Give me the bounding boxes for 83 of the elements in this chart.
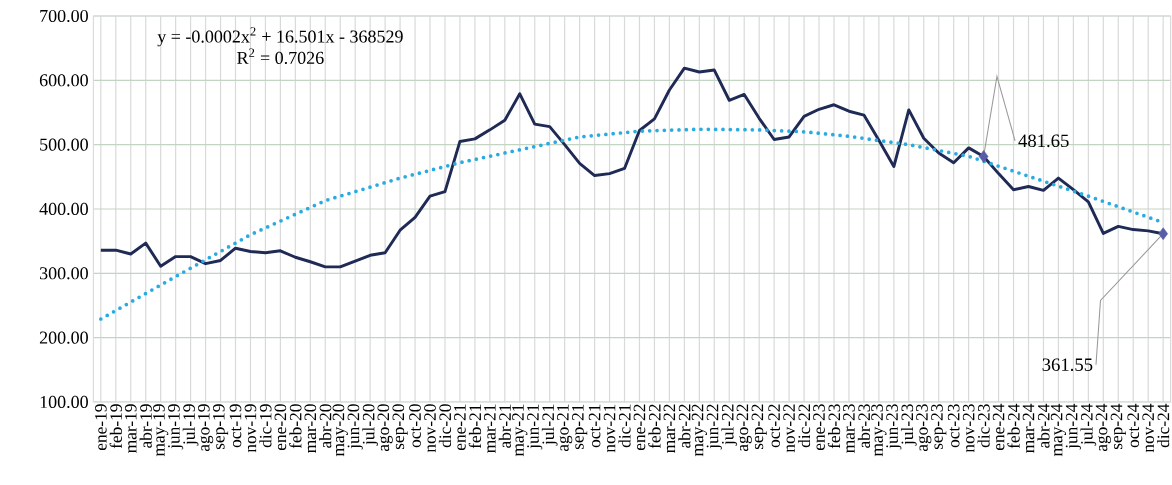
- x-tick-label: mar-20: [304, 404, 317, 453]
- x-tick-label: mar-19: [124, 404, 137, 453]
- x-tick-label: abr-24: [1037, 403, 1050, 448]
- x-tick-label: ene-20: [274, 404, 287, 451]
- x-tick-label: feb-22: [648, 404, 661, 449]
- x-tick-label: sep-20: [392, 404, 408, 450]
- x-tick-label: abr-19: [139, 404, 152, 448]
- x-tick-label: jul-21: [541, 404, 558, 446]
- x-tick-label: feb-24: [1007, 403, 1020, 449]
- x-tick-label: may-23: [871, 404, 887, 457]
- x-tick-label: dic-20: [438, 404, 452, 448]
- x-tick-label: sep-23: [931, 404, 947, 450]
- x-tick-label: ago-23: [916, 404, 932, 452]
- x-tick-label: nov-20: [424, 404, 436, 453]
- x-tick-label: dic-21: [618, 404, 631, 448]
- x-tick-label: oct-23: [947, 404, 960, 448]
- x-tick-label: abr-21: [498, 404, 511, 448]
- x-tick-label: ene-23: [813, 404, 825, 451]
- y-tick-label: 700.00: [40, 9, 88, 23]
- x-tick-label: ago-22: [736, 404, 752, 452]
- x-tick-label: feb-19: [109, 404, 122, 449]
- x-tick-label: abr-23: [857, 404, 871, 448]
- x-tick-label: feb-21: [468, 404, 482, 449]
- x-tick-label: abr-20: [319, 404, 332, 448]
- x-tick-label: jun-19: [168, 404, 184, 450]
- x-tick-label: oct-20: [409, 404, 421, 448]
- y-tick-label: 200.00: [39, 331, 88, 344]
- x-tick-label: feb-23: [827, 404, 841, 449]
- y-tick-label: 100.00: [40, 395, 88, 409]
- x-tick-label: jul-20: [362, 404, 378, 446]
- x-tick-label: jul-22: [721, 404, 738, 446]
- x-tick-label: jul-19: [182, 404, 199, 446]
- x-tick-label: mar-21: [484, 404, 496, 453]
- x-tick-label: abr-22: [678, 404, 691, 448]
- x-tick-label: oct-21: [588, 404, 601, 448]
- x-tick-label: dic-23: [977, 404, 990, 448]
- x-tick-label: jul-24: [1080, 403, 1097, 446]
- x-tick-label: may-21: [512, 404, 528, 457]
- x-tick-label: feb-20: [289, 404, 302, 449]
- y-tick-label: 300.00: [39, 267, 88, 280]
- x-tick-label: sep-24: [1110, 403, 1126, 450]
- x-tick-label: oct-19: [229, 404, 242, 448]
- y-tick-label: 400.00: [39, 202, 88, 216]
- x-tick-label: sep-22: [751, 404, 767, 450]
- x-tick-label: ene-21: [454, 404, 466, 451]
- annotation: R$^{2}$ = 0.7026: [237, 48, 324, 65]
- x-tick-label: ago-19: [197, 404, 214, 452]
- x-tick-label: jul-23: [900, 404, 917, 446]
- x-tick-label: nov-22: [783, 404, 795, 453]
- x-tick-label: mar-22: [663, 404, 676, 453]
- x-tick-label: may-19: [153, 404, 169, 457]
- x-tick-label: ago-20: [377, 404, 393, 452]
- data-label: 481.65: [1018, 134, 1069, 148]
- x-tick-label: dic-24: [1157, 403, 1170, 448]
- y-tick-label: 600.00: [39, 74, 88, 87]
- x-tick-label: may-20: [332, 404, 348, 457]
- x-tick-label: ago-21: [557, 404, 573, 452]
- x-tick-label: mar-24: [1022, 403, 1035, 453]
- x-tick-label: may-24: [1050, 403, 1067, 457]
- x-tick-label: oct-22: [768, 404, 780, 448]
- x-tick-label: nov-24: [1142, 403, 1155, 453]
- x-tick-label: dic-19: [259, 404, 272, 448]
- x-tick-label: sep-21: [572, 404, 588, 450]
- y-tick-label: 500.00: [40, 138, 88, 151]
- x-tick-label: jun-24: [1065, 403, 1081, 450]
- x-tick-label: mar-23: [843, 404, 855, 453]
- x-tick-label: ene-22: [633, 404, 646, 451]
- x-tick-label: jun-21: [527, 404, 543, 450]
- data-label: 361.55: [1042, 358, 1093, 372]
- x-tick-label: jun-22: [706, 404, 722, 450]
- x-tick-label: nov-21: [603, 404, 616, 453]
- x-tick-label: ene-24: [992, 403, 1005, 451]
- x-tick-label: dic-22: [797, 404, 811, 448]
- x-tick-label: sep-19: [212, 404, 229, 450]
- x-tick-label: may-22: [691, 404, 707, 457]
- x-tick-label: oct-24: [1127, 403, 1140, 448]
- x-tick-label: ene-19: [95, 404, 107, 451]
- annotation: y = -0.0002x$^{2}$ + 16.501x - 368529: [157, 27, 403, 47]
- x-tick-label: nov-19: [244, 404, 257, 453]
- x-tick-label: ago-24: [1095, 403, 1111, 452]
- x-tick-label: jun-23: [886, 404, 902, 450]
- x-tick-label: nov-23: [962, 404, 975, 453]
- x-tick-label: jun-20: [347, 404, 363, 450]
